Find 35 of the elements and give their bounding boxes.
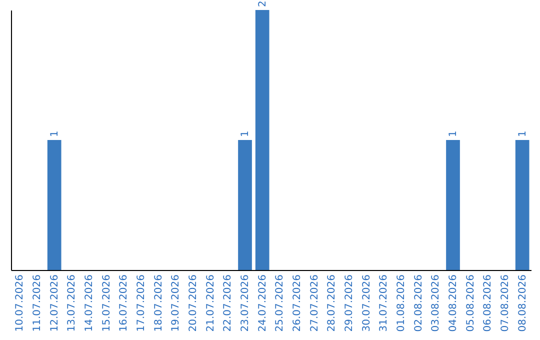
x-tick-label: 19.07.2026 [170, 274, 182, 332]
x-tick-label: 02.08.2026 [413, 274, 424, 332]
x-tick-label: 14.07.2026 [84, 274, 95, 332]
x-tick-label: 08.08.2026 [517, 274, 528, 332]
x-tick-label: 28.07.2026 [326, 274, 338, 332]
x-tick-label: 17.07.2026 [136, 274, 147, 332]
x-tick-label: 16.07.2026 [118, 274, 130, 332]
x-tick-label: 10.07.2026 [14, 274, 26, 332]
x-tick-label: 22.07.2026 [222, 274, 234, 332]
x-tick-label: 01.08.2026 [396, 274, 407, 332]
x-tick-label: 30.07.2026 [361, 274, 372, 332]
x-tick-label: 15.07.2026 [101, 274, 112, 332]
x-tick-label: 25.07.2026 [274, 274, 286, 332]
x-tick-label: 05.08.2026 [465, 274, 476, 332]
x-tick-label: 27.07.2026 [309, 274, 320, 332]
data-label: 1 [517, 130, 528, 137]
x-tick-label: 26.07.2026 [292, 274, 303, 332]
x-tick-label: 12.07.2026 [49, 274, 60, 332]
data-label: 2 [257, 0, 268, 7]
x-tick-label: 21.07.2026 [205, 274, 216, 332]
x-tick-label: 07.08.2026 [500, 274, 511, 332]
x-tick-label: 29.07.2026 [344, 274, 355, 332]
x-tick-label: 23.07.2026 [240, 274, 251, 332]
x-tick-label: 18.07.2026 [153, 274, 164, 332]
data-label: 1 [49, 130, 60, 137]
x-tick-label: 06.08.2026 [482, 274, 494, 332]
data-label: 1 [448, 130, 459, 137]
data-label: 1 [240, 130, 251, 137]
x-tick-label: 04.08.2026 [448, 274, 459, 332]
x-tick-label: 11.07.2026 [32, 274, 43, 332]
x-tick-label: 20.07.2026 [188, 274, 199, 332]
x-tick-label: 13.07.2026 [66, 274, 78, 332]
x-tick-label: 03.08.2026 [430, 274, 442, 332]
x-tick-label: 24.07.2026 [257, 274, 268, 332]
x-tick-label: 31.07.2026 [378, 274, 390, 332]
